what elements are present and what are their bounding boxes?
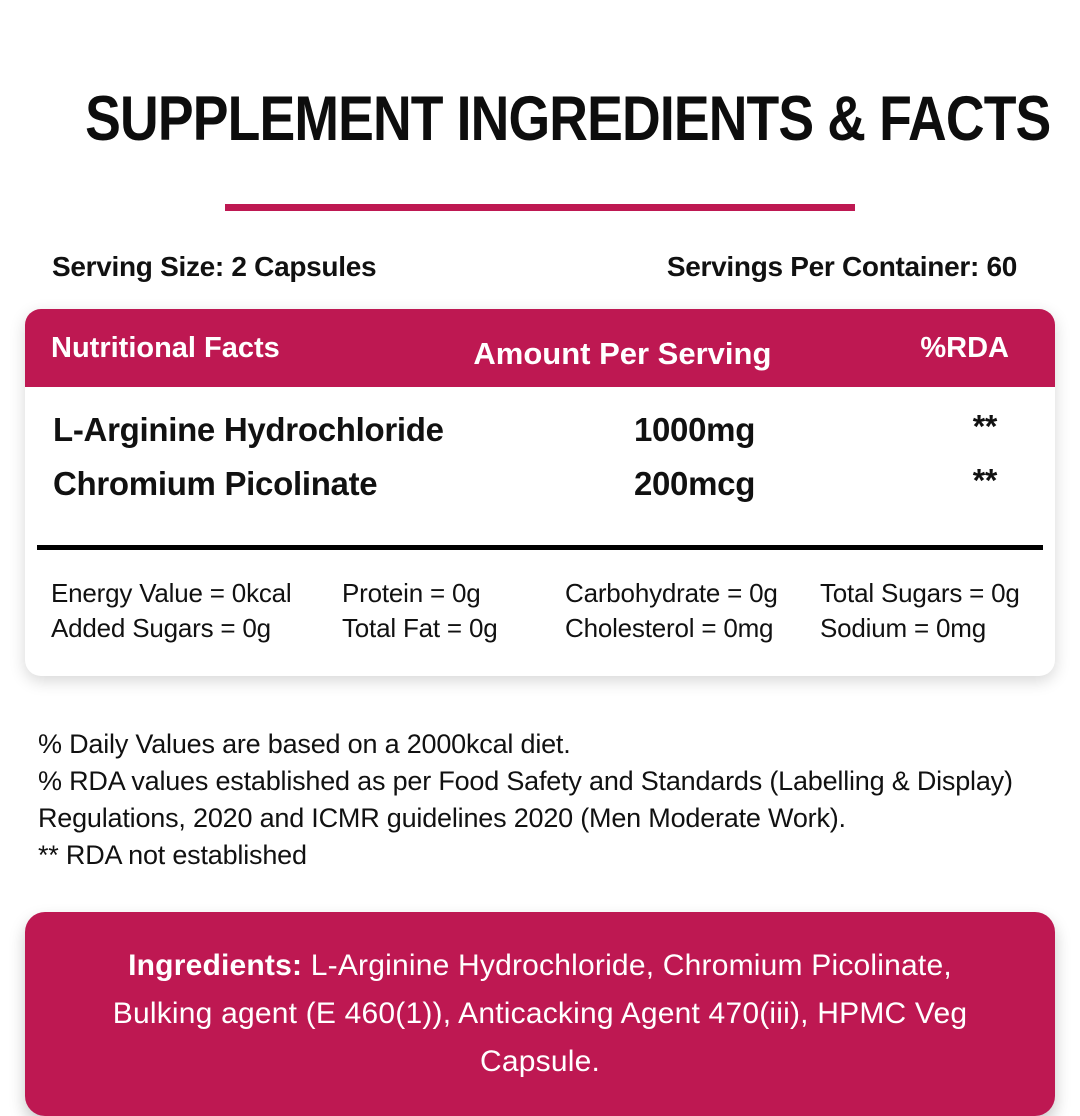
header-amount-per-serving: Amount Per Serving	[473, 335, 772, 371]
ingredients-box: Ingredients: L-Arginine Hydrochloride, C…	[25, 912, 1055, 1116]
ingredient-amount: 200mcg	[633, 465, 756, 503]
nutrition-cell-total-sugars: Total Sugars = 0g	[820, 578, 1020, 609]
title-underline	[225, 204, 855, 212]
header-rda: %RDA	[920, 331, 1009, 364]
facts-table-body: L-Arginine Hydrochloride 1000mg ** Chrom…	[25, 387, 1055, 676]
nutrition-cell-sodium: Sodium = 0mg	[820, 613, 986, 644]
nutrition-cell-cholesterol: Cholesterol = 0mg	[565, 613, 774, 644]
ingredients-label: Ingredients:	[128, 949, 303, 983]
nutrition-cell-added-sugars: Added Sugars = 0g	[51, 613, 271, 644]
nutrition-values-grid: Energy Value = 0kcal Protein = 0g Carboh…	[51, 576, 1055, 646]
footnote-daily-values: % Daily Values are based on a 2000kcal d…	[38, 729, 571, 760]
nutrition-cell-energy: Energy Value = 0kcal	[51, 578, 292, 609]
serving-info-row: Serving Size: 2 Capsules Servings Per Co…	[52, 251, 1017, 283]
ingredients-text: Ingredients: L-Arginine Hydrochloride, C…	[83, 942, 997, 1086]
ingredient-name: Chromium Picolinate	[53, 465, 378, 503]
table-divider	[37, 545, 1043, 551]
footnotes: % Daily Values are based on a 2000kcal d…	[38, 726, 1040, 874]
ingredient-rda: **	[972, 408, 998, 445]
nutrition-cell-protein: Protein = 0g	[342, 578, 481, 609]
nutrition-cell-carbohydrate: Carbohydrate = 0g	[565, 578, 778, 609]
page-title: SUPPLEMENT INGREDIENTS & FACTS	[85, 84, 1051, 155]
servings-per-container-label: Servings Per Container: 60	[666, 251, 1017, 283]
ingredient-amount: 1000mg	[633, 411, 756, 449]
title-section: SUPPLEMENT INGREDIENTS & FACTS	[0, 0, 1080, 212]
table-row: L-Arginine Hydrochloride 1000mg **	[25, 403, 1055, 457]
serving-size-label: Serving Size: 2 Capsules	[52, 251, 377, 283]
ingredients-list: L-Arginine Hydrochloride, Chromium Picol…	[112, 949, 968, 1079]
nutrition-facts-card: Nutritional Facts Amount Per Serving %RD…	[25, 309, 1055, 677]
facts-table-header: Nutritional Facts Amount Per Serving %RD…	[25, 309, 1055, 388]
ingredient-name: L-Arginine Hydrochloride	[53, 411, 444, 449]
header-nutritional-facts: Nutritional Facts	[51, 331, 280, 364]
footnote-rda-regulations: % RDA values established as per Food Saf…	[38, 766, 1013, 834]
footnote-rda-not-established: ** RDA not established	[38, 840, 307, 871]
table-row: Chromium Picolinate 200mcg **	[25, 457, 1055, 511]
nutrition-cell-total-fat: Total Fat = 0g	[342, 613, 498, 644]
ingredient-rda: **	[972, 462, 998, 499]
